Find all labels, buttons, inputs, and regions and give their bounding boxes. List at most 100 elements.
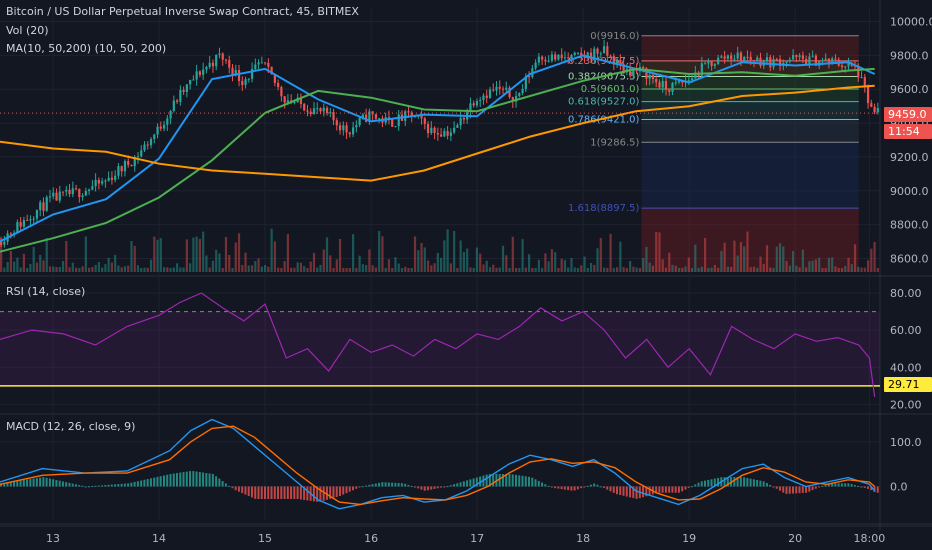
candle-body <box>84 190 87 196</box>
volume-bar <box>423 247 426 272</box>
x-tick-label: 13 <box>46 532 60 545</box>
volume-bar <box>459 240 462 272</box>
volume-bar <box>335 259 338 272</box>
candle-body <box>700 63 703 76</box>
candle-body <box>488 89 492 99</box>
macd-histogram-bar <box>821 485 824 487</box>
macd-histogram-bar <box>9 481 12 487</box>
candle-body <box>228 60 231 68</box>
y-tick-label: 80.00 <box>890 287 922 300</box>
candle-body <box>35 210 39 219</box>
candle-body <box>606 46 609 56</box>
volume-bar <box>162 267 166 272</box>
volume-bar <box>651 265 655 272</box>
candle-body <box>32 218 35 220</box>
candle-body <box>231 67 234 76</box>
macd-histogram-bar <box>798 486 801 494</box>
volume-bar <box>0 236 3 272</box>
candle-body <box>505 87 508 90</box>
y-tick-label: 8800.0 <box>890 219 929 232</box>
candle-body <box>736 52 739 59</box>
candle-body <box>573 52 576 55</box>
volume-bar <box>293 267 296 272</box>
volume-bar <box>296 262 299 272</box>
volume-bar <box>528 254 531 272</box>
candle-body <box>335 120 338 126</box>
candle-body <box>374 114 378 119</box>
candle-body <box>622 64 625 73</box>
volume-bar <box>479 253 482 272</box>
macd-histogram-bar <box>860 486 863 488</box>
volume-bar <box>602 267 606 272</box>
candle-body <box>589 52 593 60</box>
macd-histogram-bar <box>606 486 609 490</box>
macd-histogram-bar <box>746 477 749 487</box>
macd-histogram-bar <box>264 486 266 499</box>
volume-bar <box>805 267 808 272</box>
macd-histogram-bar <box>159 476 162 487</box>
macd-histogram-bar <box>410 486 413 488</box>
macd-histogram-bar <box>704 480 706 487</box>
volume-bar <box>847 257 850 272</box>
macd-histogram-bar <box>873 486 876 493</box>
fib-level-label: 0.786(9421.0) <box>568 115 640 126</box>
macd-histogram-bar <box>505 473 508 487</box>
macd-histogram-bar <box>570 486 573 491</box>
candle-body <box>195 71 198 80</box>
volume-bar <box>348 267 351 272</box>
volume-bar <box>312 252 316 272</box>
macd-histogram-bar <box>690 486 693 488</box>
volume-bar <box>140 267 143 272</box>
macd-histogram-bar <box>769 484 772 487</box>
macd-histogram-bar <box>655 486 658 494</box>
volume-bar <box>172 267 175 272</box>
macd-histogram-bar <box>254 486 257 499</box>
volume-bar <box>224 236 228 272</box>
macd-histogram-bar <box>283 486 286 499</box>
volume-bar <box>195 236 198 272</box>
volume-bar <box>361 264 364 272</box>
fib-zone <box>641 142 859 209</box>
volume-bar <box>671 264 674 272</box>
volume-bar <box>821 267 824 272</box>
volume-bar <box>635 267 638 272</box>
volume-bar <box>664 267 668 272</box>
candle-body <box>394 126 397 128</box>
candle-body <box>720 56 723 58</box>
candle-body <box>521 88 524 94</box>
volume-bar <box>511 236 514 272</box>
volume-bar <box>501 245 505 272</box>
volume-bar <box>557 267 560 272</box>
y-tick-label: 40.00 <box>890 361 922 374</box>
macd-histogram-bar <box>68 482 71 487</box>
volume-bar <box>368 249 371 272</box>
volume-bar <box>475 247 479 272</box>
macd-histogram-bar <box>218 478 221 487</box>
volume-bar <box>850 264 853 272</box>
macd-histogram-bar <box>814 486 817 489</box>
y-tick-label: 9800.0 <box>890 49 929 62</box>
candle-body <box>534 62 537 69</box>
macd-histogram-bar <box>319 486 322 502</box>
volume-bar <box>52 266 55 272</box>
candle-body <box>576 52 580 54</box>
macd-histogram-bar <box>433 486 436 489</box>
volume-bar <box>436 252 439 272</box>
macd-histogram-bar <box>710 479 713 487</box>
volume-bar <box>495 267 498 272</box>
candle-body <box>202 69 205 75</box>
macd-histogram-bar <box>602 486 605 488</box>
macd-histogram-bar <box>322 486 325 501</box>
macd-histogram-bar <box>866 486 869 489</box>
candle-body <box>345 125 348 133</box>
y-tick-label: 0.0 <box>890 480 908 493</box>
volume-bar <box>873 241 876 272</box>
candle-body <box>45 197 48 211</box>
candle-body <box>567 57 570 59</box>
volume-bar <box>6 261 9 272</box>
macd-histogram-bar <box>668 486 671 493</box>
macd-histogram-bar <box>837 483 840 487</box>
volume-bar <box>127 265 130 272</box>
macd-histogram-bar <box>332 486 335 498</box>
